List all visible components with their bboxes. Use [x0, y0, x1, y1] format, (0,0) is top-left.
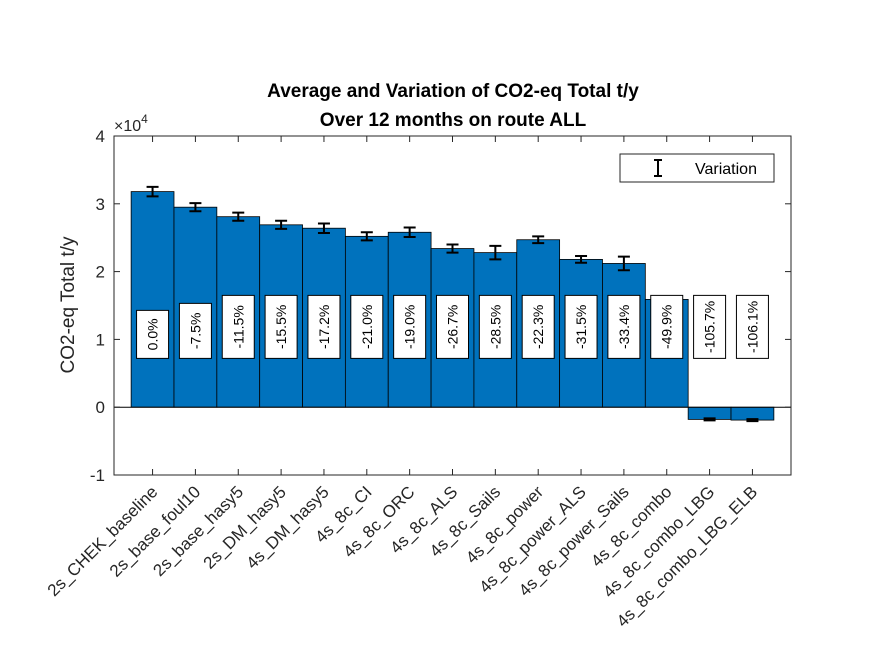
- pct-label-4s_8c_power_Sails: -33.4%: [616, 305, 632, 349]
- legend: Variation: [619, 153, 775, 183]
- y-axis-label: CO2-eq Total t/y: [58, 236, 79, 373]
- pct-label-box-4s_8c_Sails: [478, 294, 512, 359]
- errorbar-2s_CHEK_baseline: [146, 185, 159, 198]
- pct-label-4s_8c_combo_LBG_ELB: -106.1%: [744, 301, 760, 353]
- y-exponent-base: ×10: [114, 118, 141, 135]
- pct-label-4s_DM_hasy5: -17.2%: [316, 305, 332, 349]
- pct-label-box-2s_base_hasy5: [221, 294, 255, 359]
- y-exponent-power: 4: [141, 112, 148, 126]
- pct-label-box-4s_DM_hasy5: [307, 294, 341, 359]
- pct-label-2s_base_foul10: -7.5%: [187, 313, 203, 350]
- pct-label-box-4s_8c_power_Sails: [607, 294, 641, 359]
- pct-label-4s_8c_Sails: -28.5%: [487, 305, 503, 349]
- y-tick-label: 3: [96, 195, 105, 214]
- y-tick-label: -1: [90, 466, 105, 485]
- errorbar-4s_8c_ORC: [403, 226, 416, 239]
- plot-area: 0.0% -7.5% -11.5% -15.5% -17.2% -21.0% -19.0% -…: [44, 127, 792, 631]
- bar-2s_CHEK_baseline: [130, 191, 175, 408]
- y-tick-label: 4: [96, 127, 105, 146]
- pct-label-4s_8c_power: -22.3%: [530, 305, 546, 349]
- chart-title-line-1: Average and Variation of CO2-eq Total t/…: [267, 81, 639, 102]
- errorbar-4s_8c_ALS: [446, 243, 459, 254]
- pct-label-4s_8c_combo_LBG: -105.7%: [702, 301, 718, 353]
- errorbar-4s_8c_power_ALS: [575, 255, 588, 264]
- errorbar-4s_8c_power_Sails: [617, 255, 630, 272]
- legend-label: Variation: [695, 161, 757, 178]
- pct-label-box-4s_8c_ALS: [436, 294, 469, 359]
- pct-label-box-4s_8c_combo_LBG: [693, 294, 727, 359]
- errorbar-4s_8c_power: [532, 235, 545, 245]
- errorbar-2s_DM_hasy5: [275, 219, 288, 230]
- errorbar-4s_DM_hasy5: [317, 222, 330, 234]
- pct-label-box-4s_8c_power: [521, 294, 555, 359]
- pct-label-2s_DM_hasy5: -15.5%: [273, 305, 289, 349]
- pct-label-4s_8c_ORC: -19.0%: [402, 305, 418, 349]
- pct-label-4s_8c_power_ALS: -31.5%: [573, 305, 589, 349]
- pct-label-box-2s_base_foul10: [178, 302, 212, 359]
- pct-label-box-4s_8c_CI: [350, 294, 384, 359]
- pct-label-box-2s_CHEK_baseline: [136, 309, 170, 359]
- errorbar-4s_8c_Sails: [489, 244, 502, 261]
- y-tick-label: 0: [96, 398, 105, 417]
- y-tick-label: 2: [96, 263, 105, 282]
- legend-errorbar-icon: [654, 159, 662, 177]
- legend-box: [619, 153, 775, 183]
- errorbar-4s_8c_CI: [360, 231, 373, 242]
- y-tick-label: 1: [96, 330, 105, 349]
- errorbar-4s_8c_combo_LBG: [703, 417, 716, 422]
- pct-label-4s_8c_ALS: -26.7%: [445, 305, 461, 349]
- errorbar-2s_base_foul10: [189, 202, 202, 213]
- errorbar-4s_8c_combo_LBG_ELB: [746, 418, 759, 423]
- pct-label-box-4s_8c_combo_LBG_ELB: [735, 294, 769, 359]
- errorbar-2s_base_hasy5: [232, 211, 245, 222]
- pct-label-2s_base_hasy5: -11.5%: [230, 305, 246, 348]
- pct-label-2s_CHEK_baseline: 0.0%: [145, 318, 161, 350]
- chart-title-line-2: Over 12 months on route ALL: [320, 110, 587, 131]
- pct-label-box-4s_8c_power_ALS: [564, 294, 598, 359]
- pct-label-box-4s_8c_combo: [650, 294, 684, 359]
- pct-label-box-4s_8c_ORC: [393, 294, 427, 359]
- y-axis-exponent: ×104: [114, 112, 148, 135]
- pct-label-4s_8c_combo: -49.9%: [659, 305, 675, 349]
- pct-label-4s_8c_CI: -21.0%: [359, 305, 375, 349]
- pct-label-box-2s_DM_hasy5: [264, 294, 298, 359]
